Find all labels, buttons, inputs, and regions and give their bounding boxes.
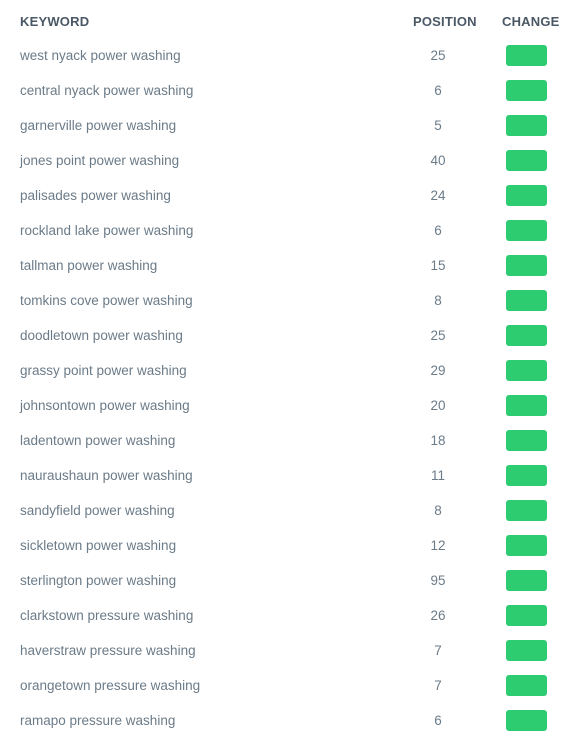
table-row: ramapo pressure washing 6: [0, 705, 563, 740]
keyword-cell: doodletown power washing: [20, 328, 183, 343]
table-header: KEYWORD POSITION CHANGE: [0, 0, 563, 38]
change-badge: [506, 465, 547, 486]
table-row: ladentown power washing 18: [0, 425, 563, 460]
change-badge: [506, 255, 547, 276]
column-header-change[interactable]: CHANGE: [502, 14, 560, 29]
position-cell: 12: [430, 538, 446, 553]
change-badge: [506, 150, 547, 171]
position-cell: 6: [434, 83, 442, 98]
table-row: rockland lake power washing 6: [0, 215, 563, 250]
position-cell: 29: [430, 363, 446, 378]
change-badge: [506, 570, 547, 591]
position-cell: 24: [430, 188, 446, 203]
table-row: jones point power washing 40: [0, 145, 563, 180]
table-row: garnerville power washing 5: [0, 110, 563, 145]
position-cell: 20: [430, 398, 446, 413]
table-row: tomkins cove power washing 8: [0, 285, 563, 320]
keyword-cell: tomkins cove power washing: [20, 293, 193, 308]
table-row: sterlington power washing 95: [0, 565, 563, 600]
position-cell: 26: [430, 608, 446, 623]
position-cell: 6: [434, 223, 442, 238]
position-cell: 25: [430, 328, 446, 343]
change-badge: [506, 185, 547, 206]
change-badge: [506, 360, 547, 381]
keyword-cell: clarkstown pressure washing: [20, 608, 194, 623]
position-cell: 18: [430, 433, 446, 448]
change-badge: [506, 45, 547, 66]
position-cell: 40: [430, 153, 446, 168]
change-badge: [506, 80, 547, 101]
change-badge: [506, 430, 547, 451]
keyword-cell: grassy point power washing: [20, 363, 187, 378]
change-badge: [506, 640, 547, 661]
keyword-cell: garnerville power washing: [20, 118, 177, 133]
change-badge: [506, 535, 547, 556]
position-cell: 6: [434, 713, 442, 728]
table-row: nauraushaun power washing 11: [0, 460, 563, 495]
position-cell: 8: [434, 293, 442, 308]
keyword-cell: tallman power washing: [20, 258, 158, 273]
table-row: haverstraw pressure washing 7: [0, 635, 563, 670]
keyword-cell: ramapo pressure washing: [20, 713, 176, 728]
table-row: clarkstown pressure washing 26: [0, 600, 563, 635]
keyword-cell: haverstraw pressure washing: [20, 643, 196, 658]
change-badge: [506, 220, 547, 241]
keyword-cell: nauraushaun power washing: [20, 468, 193, 483]
table-row: palisades power washing 24: [0, 180, 563, 215]
change-badge: [506, 605, 547, 626]
table-row: tallman power washing 15: [0, 250, 563, 285]
table-row: central nyack power washing 6: [0, 75, 563, 110]
keyword-cell: ladentown power washing: [20, 433, 176, 448]
keyword-cell: jones point power washing: [20, 153, 180, 168]
table-row: grassy point power washing 29: [0, 355, 563, 390]
keyword-cell: johnsontown power washing: [20, 398, 190, 413]
table-row: doodletown power washing 25: [0, 320, 563, 355]
column-header-position[interactable]: POSITION: [413, 14, 477, 29]
keyword-cell: rockland lake power washing: [20, 223, 194, 238]
table-row: orangetown pressure washing 7: [0, 670, 563, 705]
position-cell: 25: [430, 48, 446, 63]
keyword-cell: palisades power washing: [20, 188, 171, 203]
change-badge: [506, 115, 547, 136]
position-cell: 5: [434, 118, 442, 133]
table-row: johnsontown power washing 20: [0, 390, 563, 425]
position-cell: 7: [434, 678, 442, 693]
keyword-cell: sickletown power washing: [20, 538, 177, 553]
change-badge: [506, 710, 547, 731]
table-row: sickletown power washing 12: [0, 530, 563, 565]
position-cell: 11: [430, 468, 445, 483]
keyword-cell: sterlington power washing: [20, 573, 177, 588]
change-badge: [506, 675, 547, 696]
position-cell: 15: [430, 258, 446, 273]
column-header-keyword[interactable]: KEYWORD: [20, 14, 90, 29]
change-badge: [506, 500, 547, 521]
table-row: west nyack power washing 25: [0, 40, 563, 75]
change-badge: [506, 325, 547, 346]
table-row: sandyfield power washing 8: [0, 495, 563, 530]
position-cell: 95: [430, 573, 446, 588]
keyword-cell: sandyfield power washing: [20, 503, 175, 518]
change-badge: [506, 395, 547, 416]
position-cell: 7: [434, 643, 442, 658]
keyword-cell: west nyack power washing: [20, 48, 181, 63]
change-badge: [506, 290, 547, 311]
keyword-cell: central nyack power washing: [20, 83, 194, 98]
keyword-cell: orangetown pressure washing: [20, 678, 201, 693]
position-cell: 8: [434, 503, 442, 518]
